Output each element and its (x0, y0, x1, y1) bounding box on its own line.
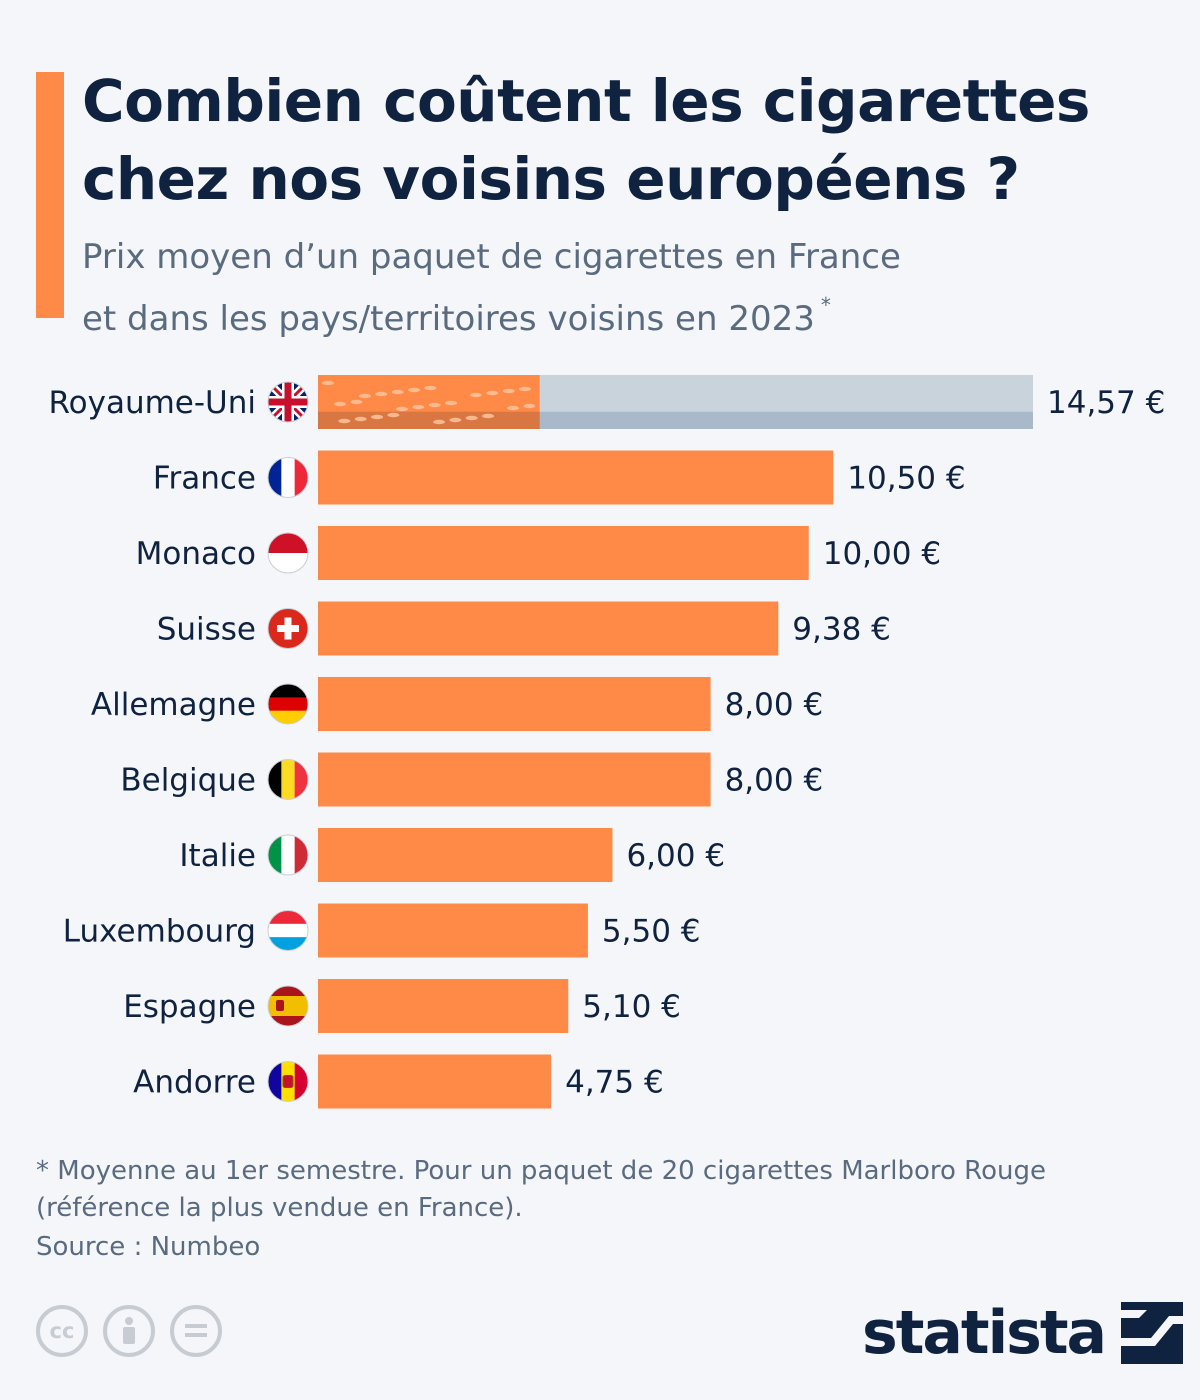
bar-row: Luxembourg 5,50 € (63, 903, 701, 958)
statista-logo-icon (1121, 1302, 1184, 1364)
category-label: Espagne (123, 989, 256, 1025)
category-label: Allemagne (91, 687, 256, 723)
flag-germany-icon (268, 684, 308, 724)
bar (318, 903, 588, 958)
value-label: 14,57 € (1047, 385, 1165, 421)
category-label: France (153, 461, 256, 497)
flag-switzerland-icon (268, 608, 308, 649)
flag-uk-icon (268, 382, 308, 422)
value-label: 10,00 € (823, 536, 941, 572)
value-label: 9,38 € (792, 612, 891, 648)
value-label: 6,00 € (626, 838, 725, 874)
chart-title: Combien coûtent les cigarettes chez nos … (82, 67, 1090, 213)
bar (318, 752, 711, 807)
category-label: Luxembourg (63, 914, 256, 950)
bar-row: Espagne 5,10 € (123, 979, 681, 1033)
bar (318, 526, 809, 580)
subtitle-footnote-marker: * (820, 293, 831, 317)
flag-andorra-icon (268, 1061, 308, 1102)
subtitle-text: Prix moyen d’un paquet de cigarettes en … (82, 237, 901, 339)
statista-logo[interactable]: statista (862, 1298, 1184, 1368)
title-accent-bar (36, 72, 64, 318)
category-label: Andorre (133, 1065, 256, 1101)
flag-france-icon (268, 457, 308, 498)
value-label: 10,50 € (847, 461, 965, 497)
flag-spain-icon (268, 986, 308, 1026)
value-label: 4,75 € (565, 1065, 664, 1101)
bar (318, 601, 779, 656)
bar-row: Andorre 4,75 € (133, 1054, 664, 1109)
bar-row: Monaco 10,00 € (136, 526, 941, 580)
bar-highlight (318, 375, 1033, 429)
footnote: * Moyenne au 1er semestre. Pour un paque… (36, 1156, 1046, 1223)
value-label: 8,00 € (725, 763, 824, 799)
value-label: 8,00 € (725, 687, 824, 723)
attribution-icon[interactable] (103, 1305, 155, 1357)
cc-icon[interactable]: cc (36, 1305, 88, 1357)
bar-row: Suisse 9,38 € (157, 601, 891, 656)
bar-row: France 10,50 € (153, 450, 966, 505)
bar (318, 979, 569, 1033)
source-note: Source : Numbeo (36, 1232, 261, 1262)
bar-row: Royaume-Uni 14,57 € (48, 375, 1165, 429)
flag-italy-icon (268, 835, 308, 875)
statista-logo-text: statista (862, 1298, 1107, 1368)
flag-luxembourg-icon (268, 910, 308, 951)
bar (318, 1054, 552, 1109)
category-label: Italie (179, 838, 256, 874)
bar (318, 677, 711, 731)
category-label: Royaume-Uni (48, 385, 256, 421)
no-derivatives-icon[interactable] (170, 1305, 222, 1357)
flag-monaco-icon (268, 533, 308, 573)
category-label: Belgique (120, 763, 256, 799)
value-label: 5,50 € (602, 914, 701, 950)
category-label: Monaco (136, 536, 256, 572)
bar (318, 450, 834, 505)
flag-belgium-icon (268, 759, 308, 800)
chart-subtitle: Prix moyen d’un paquet de cigarettes en … (82, 233, 1082, 343)
value-label: 5,10 € (582, 989, 681, 1025)
bar-row: Allemagne 8,00 € (91, 677, 823, 731)
category-label: Suisse (157, 612, 256, 648)
bar-chart: Royaume-Uni 14,57 € France 10,50 € Monaco 10,… (48, 375, 1165, 1109)
license-icons: cc (36, 1305, 222, 1357)
bar-row: Italie 6,00 € (179, 828, 725, 882)
bar-row: Belgique 8,00 € (120, 752, 824, 807)
bar (318, 828, 613, 882)
